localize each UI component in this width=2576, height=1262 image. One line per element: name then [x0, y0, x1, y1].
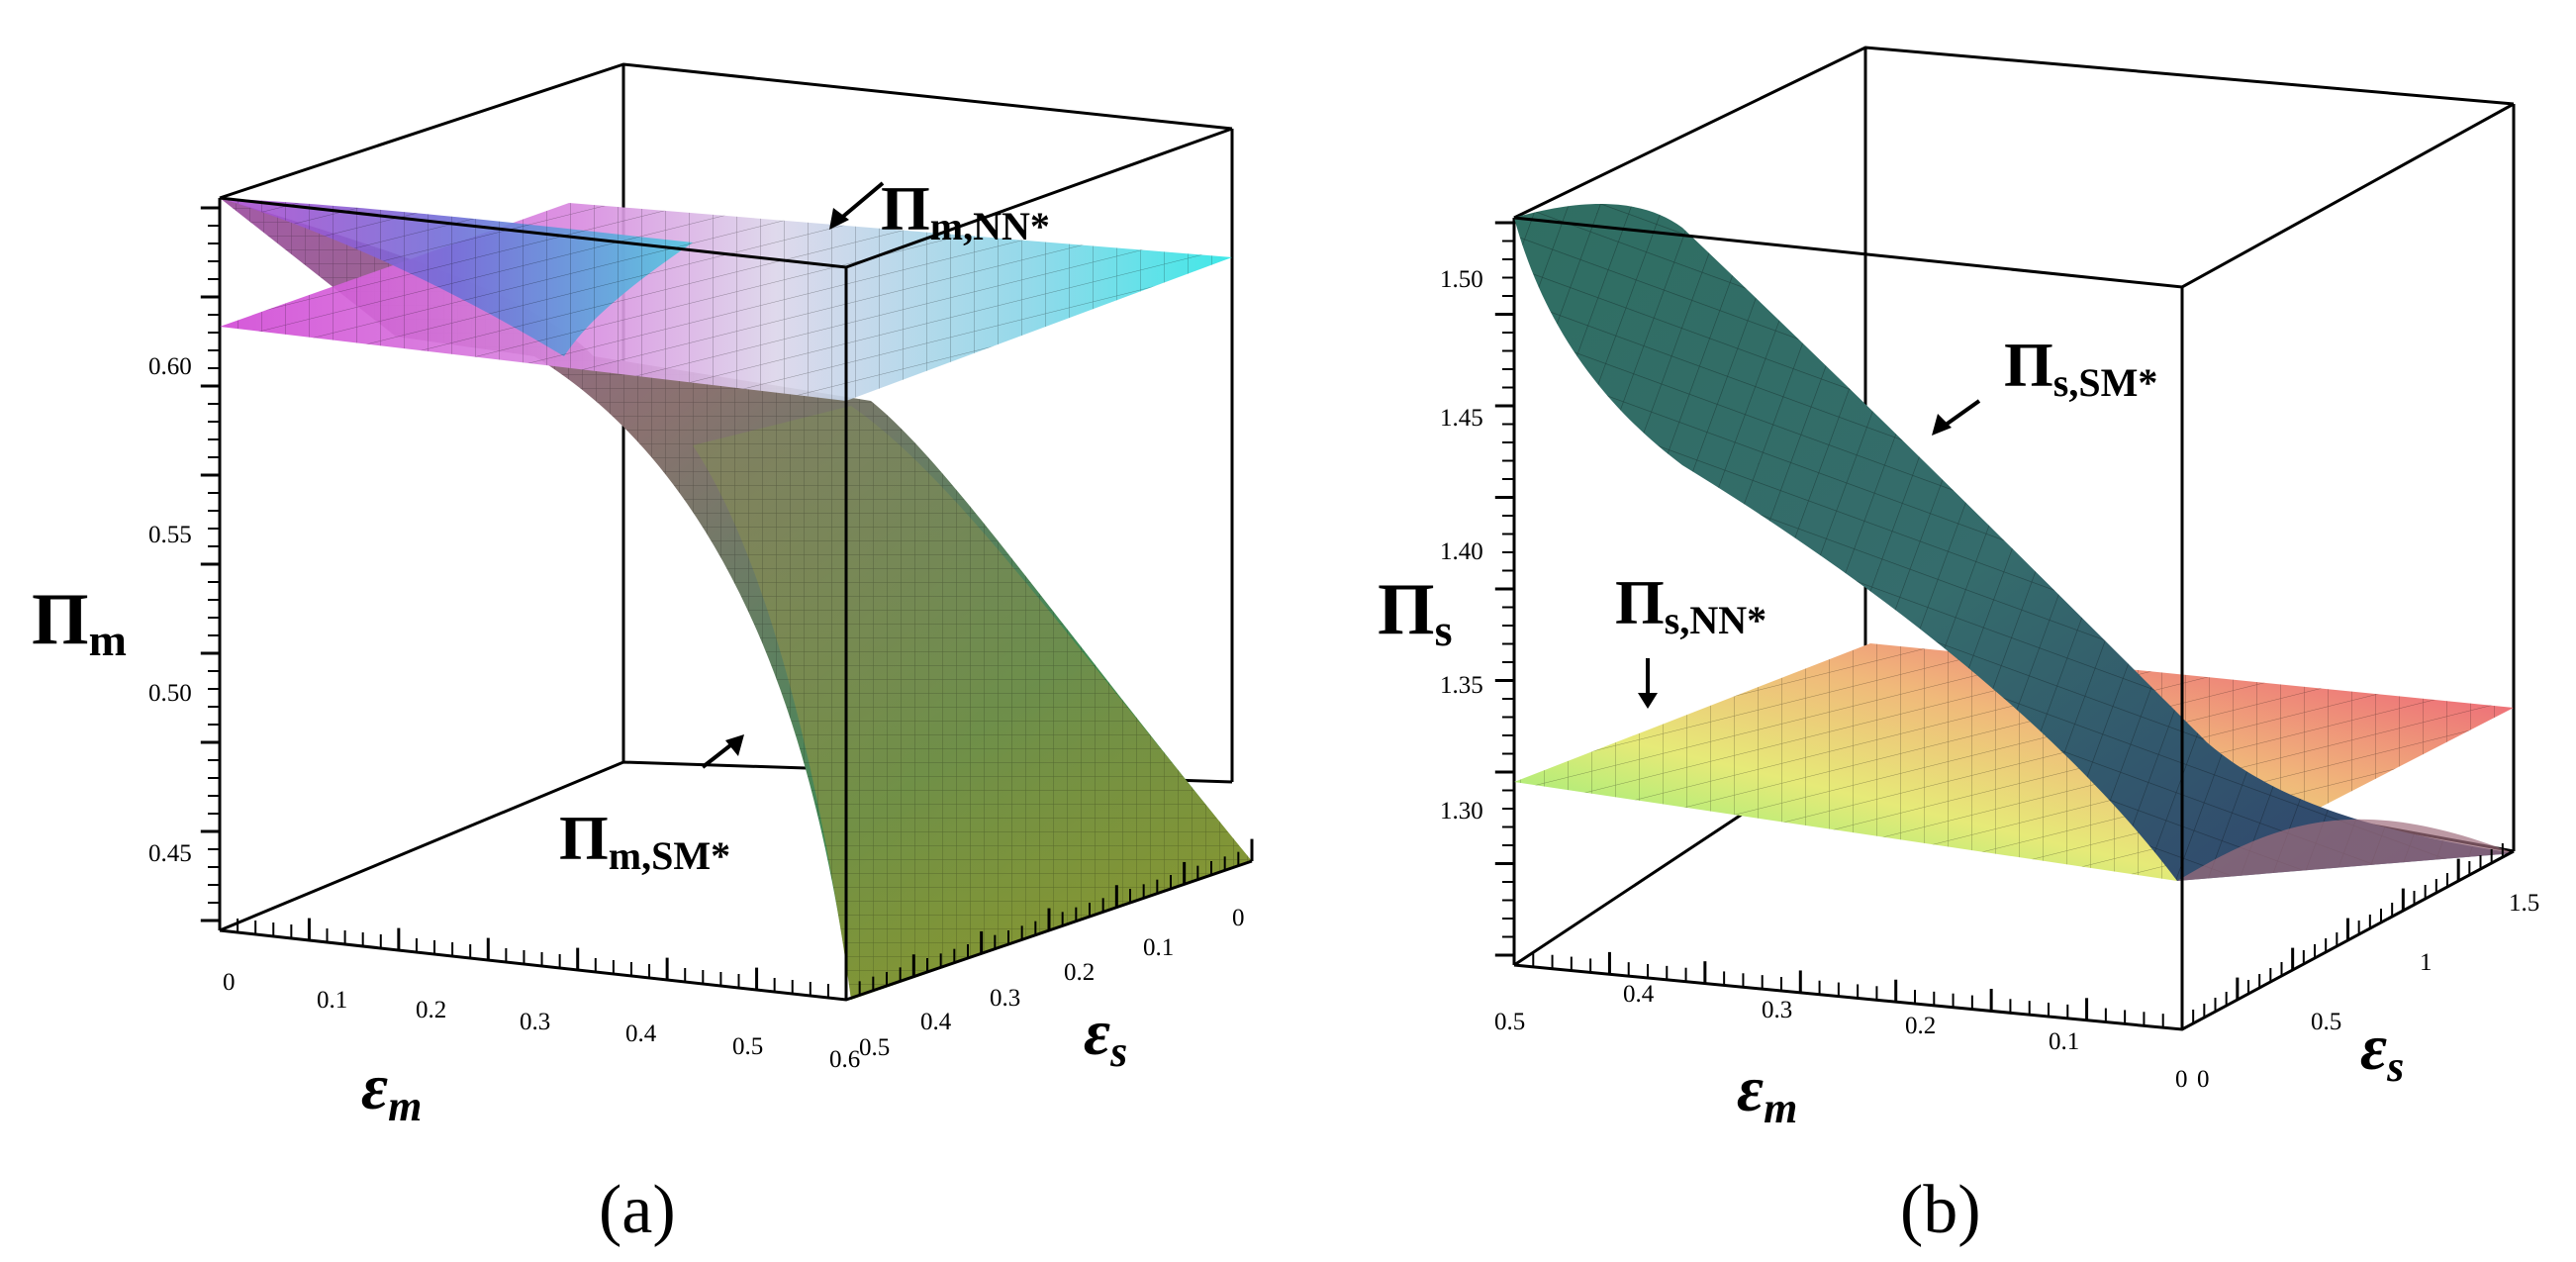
panel-b-y-tick-1: 1	[2420, 949, 2433, 976]
panel-b-y-label: εs	[2360, 1012, 2404, 1091]
panel-b-y-tick-0: 0	[2197, 1066, 2210, 1093]
panel-a-z-tick-0.50: 0.50	[148, 680, 192, 707]
panel-a-z-tick-0.45: 0.45	[148, 840, 192, 867]
panel-a-y-tick-5: 0	[1232, 905, 1245, 931]
arrow-pi-m-sm	[701, 740, 736, 769]
panel-b-box-back	[1512, 46, 2516, 967]
panel-a-x-tick-6: 0.6	[829, 1046, 860, 1073]
panel-a: 0.60 0.55 0.50 0.45 0 0.1 0.2 0.3 0.4 0.…	[32, 62, 1253, 1248]
panel-b-x-tick-0.1: 0.1	[2049, 1028, 2079, 1055]
panel-b-y-tick-0.5: 0.5	[2311, 1009, 2341, 1035]
panel-a-x-tick-3: 0.3	[520, 1009, 550, 1035]
panel-b-x-tick-0.4: 0.4	[1623, 981, 1655, 1008]
panel-a-y-tick-2: 0.3	[990, 985, 1020, 1012]
panel-a-x-tick-1: 0.1	[317, 987, 347, 1014]
panel-a-y-label: εs	[1084, 997, 1127, 1076]
annotation-pi-s-sm: Πs,SM*	[2004, 330, 2157, 405]
panel-a-x-tick-4: 0.4	[625, 1020, 657, 1047]
arrow-head-pi-s-nn	[1638, 693, 1658, 709]
panel-b-caption: (b)	[1900, 1172, 1981, 1248]
panel-b-z-tick-1.50: 1.50	[1440, 266, 1483, 293]
panel-a-x-tick-0: 0	[223, 969, 236, 996]
arrow-pi-m-nn	[837, 181, 885, 222]
panel-b: 1.50 1.45 1.40 1.35 1.30 0.5 0.4 0.3 0.2…	[1378, 46, 2539, 1248]
arrow-pi-s-sm	[1940, 399, 1981, 430]
panel-a-y-tick-4: 0.1	[1143, 934, 1174, 961]
panel-a-z-label: Πm	[32, 579, 127, 665]
panel-b-z-tick-1.45: 1.45	[1440, 405, 1483, 432]
panel-a-z-tick-0.60: 0.60	[148, 353, 192, 380]
panel-b-z-label: Πs	[1378, 569, 1452, 655]
panel-b-x-tick-0.5: 0.5	[1494, 1009, 1525, 1035]
panel-b-x-tick-0.2: 0.2	[1905, 1013, 1936, 1039]
surface-pi-s-sm-tail	[2177, 819, 2514, 881]
panel-a-x-tick-2: 0.2	[416, 997, 446, 1023]
arrow-head-pi-m-sm	[725, 734, 744, 756]
panel-b-z-tick-1.35: 1.35	[1440, 672, 1483, 699]
arrow-head-pi-s-sm	[1932, 414, 1952, 436]
panel-a-caption: (a)	[599, 1172, 676, 1248]
surface-pi-s-sm-mesh	[1514, 204, 2514, 882]
arrow-head-pi-m-nn	[829, 208, 849, 230]
panel-b-z-tick-1.30: 1.30	[1440, 798, 1483, 825]
panel-b-y-tick-1.5: 1.5	[2509, 890, 2539, 917]
panel-b-x-tick-0: 0	[2175, 1066, 2188, 1093]
annotation-pi-m-sm: Πm,SM*	[559, 803, 730, 878]
panel-a-y-tick-1: 0.4	[920, 1009, 952, 1035]
panel-a-z-tick-0.55: 0.55	[148, 522, 192, 548]
panel-a-x-tick-5: 0.5	[732, 1033, 763, 1060]
tick-marks	[200, 206, 2516, 1029]
panel-b-x-label: εm	[1737, 1053, 1797, 1132]
panel-a-x-label: εm	[361, 1051, 422, 1130]
surface-pi-m-sm-mesh	[220, 198, 1252, 1000]
annotation-pi-s-nn: Πs,NN*	[1615, 567, 1766, 642]
panel-a-y-tick-0: 0.5	[859, 1034, 890, 1061]
panel-b-z-tick-1.40: 1.40	[1440, 538, 1483, 565]
panel-a-y-tick-3: 0.2	[1064, 959, 1095, 986]
panel-b-x-tick-0.3: 0.3	[1762, 997, 1792, 1023]
annotation-pi-m-nn: Πm,NN*	[881, 173, 1050, 248]
